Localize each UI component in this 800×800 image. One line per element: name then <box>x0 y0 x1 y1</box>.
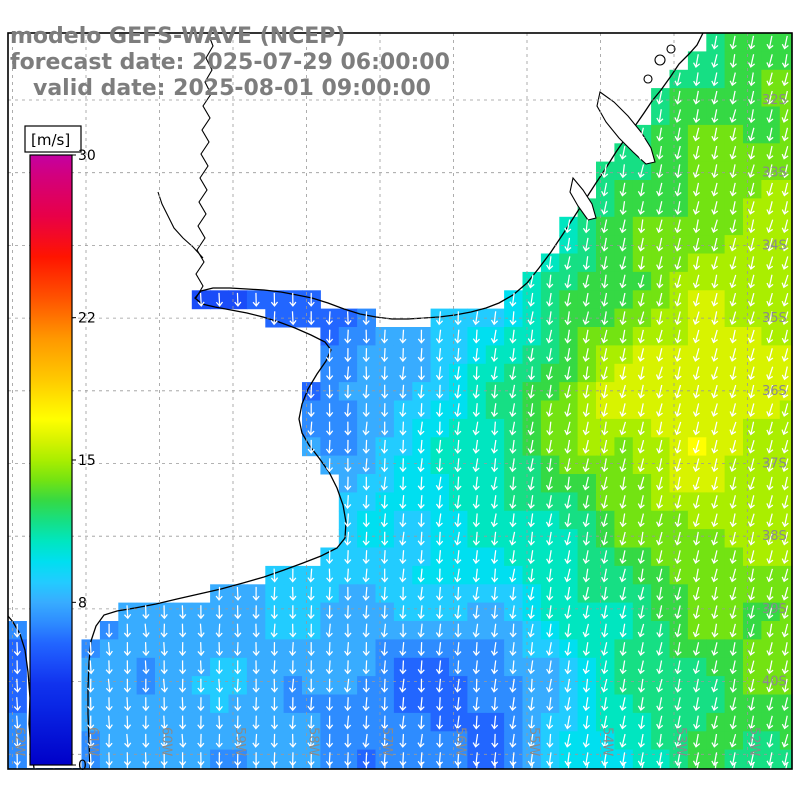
longitude-label: 59W <box>232 727 247 757</box>
forecast-date-label: forecast date: 2025-07-29 06:00:00 <box>10 50 450 75</box>
colorbar-tick-label: 22 <box>78 311 96 327</box>
colorbar-gradient <box>29 154 73 766</box>
latitude-label: 36S <box>762 384 787 399</box>
longitude-label: 56W <box>453 727 468 757</box>
valid-date-label: valid date: 2025-08-01 09:00:00 <box>10 76 431 101</box>
wind-direction-arrows <box>13 35 789 776</box>
coastal-lagoons <box>569 44 676 221</box>
longitude-label: 53W <box>673 727 688 757</box>
colorbar-tick-label: 15 <box>78 453 96 469</box>
longitude-label: 60W <box>159 727 174 757</box>
graticule-labels: 32S 33S 34S 35S 36S 37S 38S 39S 40S 62W 61W 60W 59W 5… <box>12 93 787 757</box>
map-titles: modelo GEFS-WAVE (NCEP) forecast date: 2… <box>10 24 450 102</box>
longitude-label: 57W <box>379 727 394 757</box>
colorbar-unit-label: [m/s] <box>31 131 70 149</box>
longitude-label: 55W <box>526 727 541 757</box>
latitude-label: 32S <box>762 93 787 108</box>
river-lines <box>157 32 214 299</box>
latitude-label: 35S <box>762 311 787 326</box>
colorbar-unit-box <box>24 125 82 153</box>
colorbar-tick-label: 0 <box>78 758 87 774</box>
latitude-label: 37S <box>762 457 787 472</box>
colorbar: [m/s] 30 22 15 8 0 <box>24 125 96 774</box>
longitude-label: 61W <box>85 727 100 757</box>
model-title: modelo GEFS-WAVE (NCEP) <box>10 24 346 49</box>
longitude-label: 62W <box>12 727 27 757</box>
latitude-label: 34S <box>762 238 787 253</box>
map-frame <box>7 32 793 770</box>
colorbar-tick-label: 8 <box>78 595 87 611</box>
longitude-label: 54W <box>600 727 615 757</box>
latitude-label: 40S <box>762 675 787 690</box>
latitude-label: 39S <box>762 602 787 617</box>
latitude-label: 33S <box>762 166 787 181</box>
latitude-label: 38S <box>762 529 787 544</box>
longitude-label: 52W <box>747 727 762 757</box>
longitude-label: 58W <box>306 727 321 757</box>
ocean-cells <box>8 33 793 770</box>
colorbar-tick-label: 30 <box>78 148 96 164</box>
